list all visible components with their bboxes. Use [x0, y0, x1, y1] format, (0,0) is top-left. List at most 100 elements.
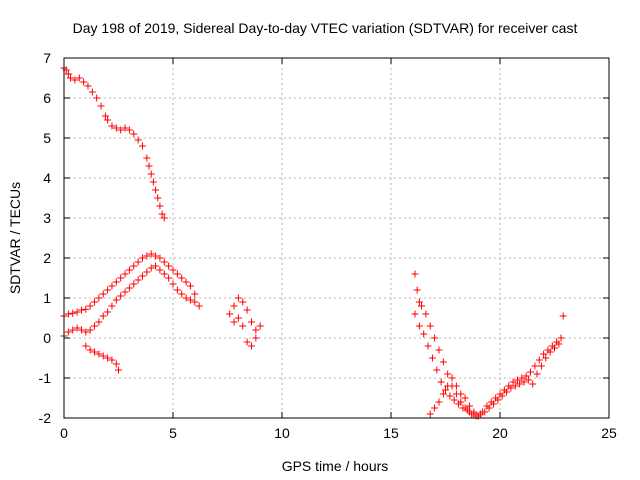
data-point-marker: [551, 344, 558, 352]
y-axis-label: SDTVAR / TECUs: [7, 182, 23, 294]
y-tick-label: 5: [43, 130, 51, 146]
data-point-marker: [112, 360, 120, 368]
data-point-marker: [138, 272, 146, 280]
data-point-marker: [415, 298, 423, 306]
data-point-marker: [489, 400, 497, 408]
data-point-marker: [169, 280, 177, 288]
data-point-marker: [431, 404, 439, 412]
axis-ticks: [63, 57, 610, 419]
data-point-marker: [134, 136, 142, 144]
data-point-marker: [147, 170, 155, 178]
data-point-marker: [143, 154, 151, 162]
y-tick-labels: -2 -1 0 1 2 3 4 5 6 7: [39, 50, 52, 426]
data-point-marker: [115, 366, 122, 374]
data-point-marker: [134, 276, 142, 284]
y-tick-label: 3: [43, 210, 51, 226]
data-point-marker: [138, 142, 146, 150]
data-point-marker: [182, 294, 190, 302]
data-point-marker: [230, 318, 238, 326]
data-point-marker: [165, 262, 173, 270]
data-point-marker: [516, 380, 524, 388]
data-point-marker: [527, 368, 535, 376]
data-point-marker: [121, 270, 129, 278]
data-point-marker: [178, 274, 186, 282]
data-point-marker: [465, 402, 473, 410]
x-tick-labels: 0 5 10 15 20 25: [60, 425, 617, 441]
data-point-marker: [101, 112, 109, 120]
data-point-marker: [426, 410, 434, 418]
y-tick-label: 2: [43, 250, 51, 266]
data-point-marker: [178, 290, 186, 298]
data-point-marker: [152, 252, 160, 260]
data-point-marker: [147, 264, 155, 272]
data-point-marker: [444, 370, 452, 378]
data-point-marker: [165, 274, 173, 282]
data-point-marker: [422, 310, 430, 318]
data-point-marker: [143, 268, 151, 276]
x-tick-label: 5: [169, 425, 177, 441]
data-point-marker: [444, 382, 452, 390]
data-point-marker: [104, 308, 112, 316]
x-tick-label: 25: [601, 425, 617, 441]
data-point-marker: [86, 326, 94, 334]
data-point-marker: [252, 334, 260, 342]
data-point-marker: [93, 94, 101, 102]
data-point-marker: [69, 309, 77, 317]
data-point-marker: [71, 76, 79, 84]
data-point-marker: [104, 286, 112, 294]
data-point-marker: [243, 306, 251, 314]
data-point-marker: [108, 356, 116, 364]
data-point-marker: [186, 296, 194, 304]
y-tick-label: 6: [43, 90, 51, 106]
y-tick-label: 1: [43, 290, 51, 306]
data-point-marker: [518, 374, 526, 382]
data-point-marker: [448, 374, 456, 382]
data-point-marker: [520, 378, 528, 386]
x-axis-label: GPS time / hours: [282, 458, 389, 474]
data-point-marker: [457, 390, 465, 398]
data-point-marker: [230, 302, 238, 310]
y-tick-label: 7: [43, 50, 51, 66]
data-point-marker: [529, 380, 537, 388]
data-point-marker: [494, 396, 502, 404]
data-point-marker: [95, 318, 103, 326]
data-point-marker: [531, 362, 539, 370]
data-point-marker: [130, 262, 138, 270]
x-tick-label: 0: [60, 425, 68, 441]
data-point-marker: [73, 324, 81, 332]
data-point-marker: [125, 126, 133, 134]
data-point-marker: [509, 378, 517, 386]
data-point-marker: [149, 178, 157, 186]
data-point-marker: [112, 278, 120, 286]
data-point-marker: [108, 122, 116, 130]
data-point-marker: [522, 372, 530, 380]
data-point-marker: [239, 298, 247, 306]
data-point-marker: [485, 404, 493, 412]
data-point-marker: [82, 305, 90, 313]
data-point-marker: [470, 408, 478, 416]
data-point-marker: [439, 390, 447, 398]
data-point-marker: [435, 346, 443, 354]
data-point-marker: [121, 124, 129, 132]
data-point-marker: [97, 102, 105, 110]
data-point-marker: [182, 278, 190, 286]
data-point-marker: [156, 202, 164, 210]
data-point-marker: [80, 78, 88, 86]
data-point-marker: [86, 302, 94, 310]
y-tick-label: -2: [39, 410, 52, 426]
data-point-marker: [503, 388, 511, 396]
data-point-marker: [557, 334, 565, 342]
chart-title: Day 198 of 2019, Sidereal Day-to-day VTE…: [73, 20, 578, 36]
data-point-marker: [524, 376, 532, 384]
data-point-marker: [75, 74, 83, 82]
data-point-marker: [64, 70, 72, 78]
x-tick-label: 10: [274, 425, 290, 441]
data-point-marker: [77, 306, 85, 314]
data-point-marker: [195, 302, 203, 310]
data-point-marker: [247, 318, 255, 326]
data-point-marker: [91, 322, 99, 330]
data-point-marker: [95, 350, 103, 358]
data-point-marker: [446, 392, 454, 400]
data-point-marker: [191, 290, 199, 298]
y-tick-label: 4: [43, 170, 51, 186]
